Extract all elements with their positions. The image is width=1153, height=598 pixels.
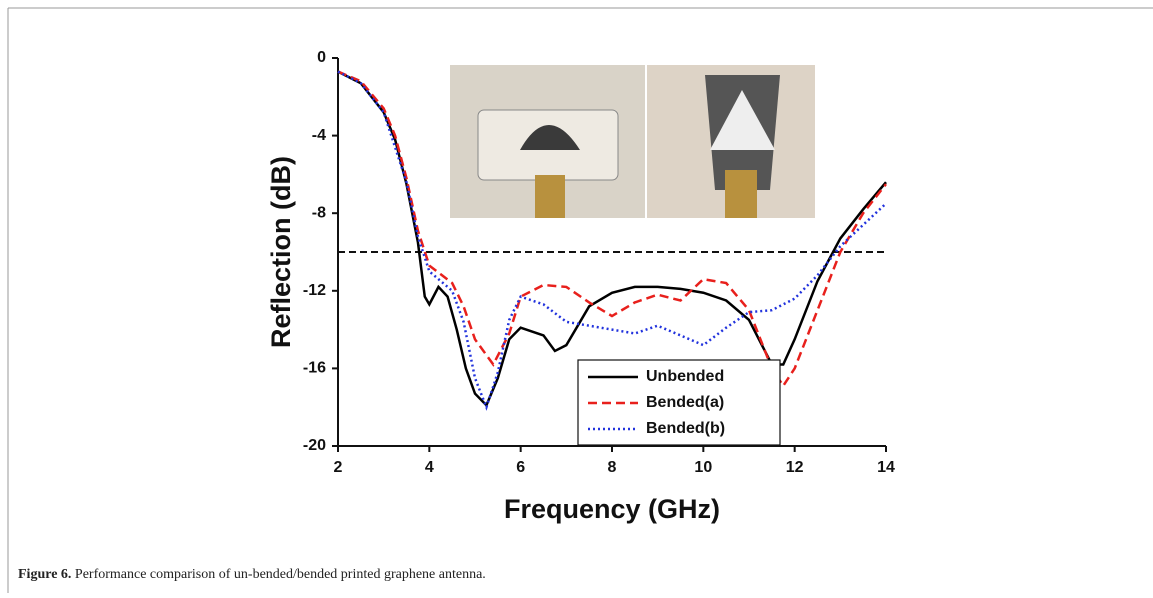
legend-label: Bended(b): [646, 420, 725, 437]
y-tick-label: 0: [317, 49, 326, 66]
legend-box: [577, 359, 781, 446]
series-line: [337, 70, 887, 389]
y-axis-title: Reflection (dB): [266, 156, 296, 348]
y-tick-label: -16: [303, 360, 326, 377]
caption: Figure 6. Performance comparison of un-b…: [18, 567, 486, 582]
x-tick-label: 4: [425, 459, 434, 476]
y-tick-label: -4: [312, 127, 326, 144]
caption-text: Performance comparison of un-bended/bend…: [71, 567, 485, 582]
y-tick-label: -8: [312, 204, 326, 221]
x-tick-label: 10: [694, 459, 712, 476]
legend-label: Bended(a): [646, 394, 724, 411]
y-tick-label: -12: [303, 282, 326, 299]
inset-b: [647, 65, 815, 218]
legend-label: Unbended: [646, 368, 724, 385]
x-tick-label: 8: [608, 459, 617, 476]
caption-label: Figure 6.: [18, 567, 71, 582]
x-tick-label: 12: [786, 459, 804, 476]
series-line: [337, 70, 887, 411]
x-tick-label: 2: [334, 459, 343, 476]
x-tick-label: 6: [516, 459, 525, 476]
x-axis-title: Frequency (GHz): [504, 494, 720, 524]
inset-a: [450, 65, 645, 218]
x-tick-label: 14: [877, 459, 895, 476]
y-tick-label: -20: [303, 437, 326, 454]
